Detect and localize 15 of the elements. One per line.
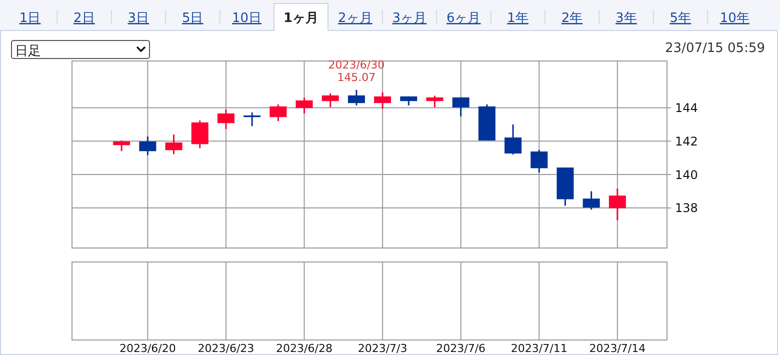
x-tick-label: 2023/7/11 [510, 342, 568, 355]
y2-tick-label: 142 [675, 134, 698, 148]
x-tick-label: 2023/6/20 [119, 342, 176, 355]
tabs: 1日 2日 3日 5日 10日 1ヶ月 2ヶ月 3ヶ月 6ヶ月 1年 2年 3年 5年 10年 [19, 3, 750, 32]
y2-tick-label: 138 [675, 201, 698, 216]
text: 23/07/15 05:59 [665, 41, 765, 56]
x-tick-label: 2023/6/23 [198, 342, 254, 355]
x-tick-label: 2023/7/3 [358, 342, 408, 355]
y2-tick-label: 144 [675, 101, 698, 116]
text: 日足 [15, 44, 41, 59]
x-tick-label: 2023/7/14 [589, 342, 646, 355]
y2-tick-label: 140 [675, 168, 698, 182]
annotation: 2023/6/30 145.07 [328, 58, 385, 84]
x-tick-label: 2023/7/6 [436, 342, 486, 355]
x-tick-label: 2023/6/28 [276, 342, 332, 355]
